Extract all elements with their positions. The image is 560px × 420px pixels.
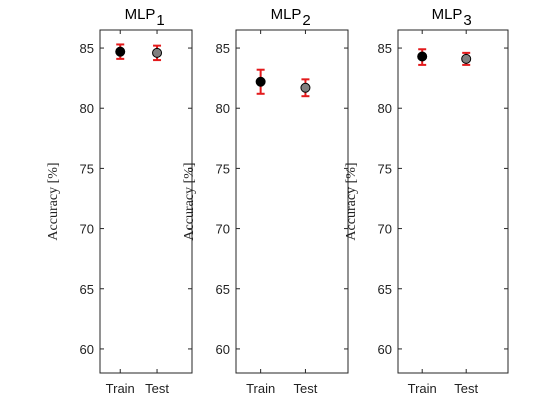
ytick-label-2-85: 85: [216, 41, 230, 56]
point-1-train: [115, 46, 126, 57]
panel-title-subscript-1: 1: [156, 12, 164, 29]
ytick-label-2-65: 65: [216, 282, 230, 297]
xtick-label-2-train: Train: [246, 381, 275, 396]
xtick-label-3-train: Train: [408, 381, 437, 396]
ytick-label-1-65: 65: [80, 282, 94, 297]
panel-title-subscript-3: 3: [463, 12, 471, 29]
ytick-label-1-60: 60: [80, 342, 94, 357]
axes-box-1: [99, 29, 193, 374]
ytick-label-3-75: 75: [378, 161, 392, 176]
axes-box-2: [235, 29, 349, 374]
ytick-label-2-60: 60: [216, 342, 230, 357]
panel-title-2: MLP: [271, 6, 302, 23]
ytick-label-3-70: 70: [378, 222, 392, 237]
point-2-test: [300, 82, 311, 93]
xtick-label-1-test: Test: [145, 381, 169, 396]
point-3-train: [417, 51, 428, 62]
ylabel-1: Accuracy [%]: [46, 162, 61, 240]
panel-title-3: MLP: [432, 6, 463, 23]
ytick-label-1-75: 75: [80, 161, 94, 176]
point-2-train: [255, 76, 266, 87]
ytick-label-3-65: 65: [378, 282, 392, 297]
ytick-label-2-80: 80: [216, 101, 230, 116]
point-1-test: [152, 47, 163, 58]
ylabel-3: Accuracy [%]: [344, 162, 359, 240]
ytick-label-3-80: 80: [378, 101, 392, 116]
ytick-label-3-85: 85: [378, 41, 392, 56]
ylabel-2: Accuracy [%]: [182, 162, 197, 240]
point-3-test: [461, 53, 472, 64]
xtick-label-1-train: Train: [106, 381, 135, 396]
ytick-label-2-75: 75: [216, 161, 230, 176]
ytick-label-2-70: 70: [216, 222, 230, 237]
ytick-label-1-70: 70: [80, 222, 94, 237]
ytick-label-1-85: 85: [80, 41, 94, 56]
xtick-label-2-test: Test: [294, 381, 318, 396]
xtick-label-3-test: Test: [454, 381, 478, 396]
ytick-label-1-80: 80: [80, 101, 94, 116]
axes-box-3: [397, 29, 509, 374]
panel-title-1: MLP: [125, 6, 156, 23]
ytick-label-3-60: 60: [378, 342, 392, 357]
panel-title-subscript-2: 2: [302, 12, 310, 29]
